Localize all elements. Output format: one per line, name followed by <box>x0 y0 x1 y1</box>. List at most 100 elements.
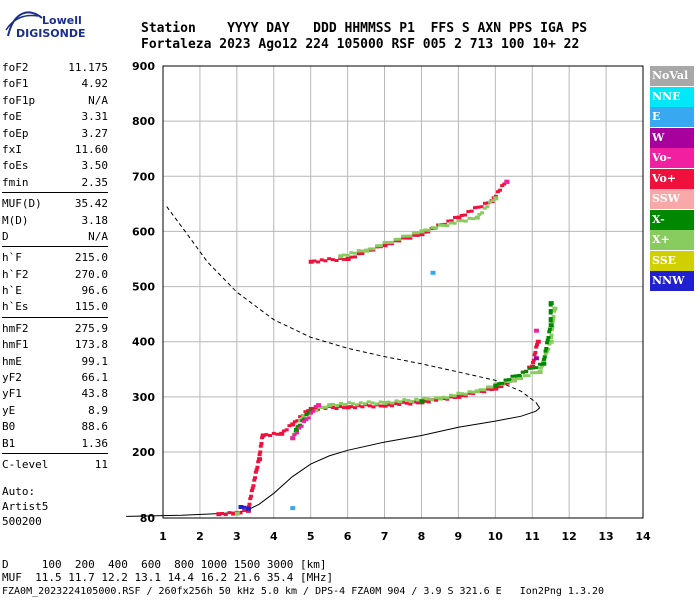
echo-point <box>471 390 476 394</box>
echo-point <box>534 366 539 370</box>
echo-point <box>345 253 350 257</box>
y-tick-label: 800 <box>132 115 155 128</box>
param-divider <box>2 192 108 195</box>
echo-point <box>511 378 517 383</box>
header-row-labels: Station YYYY DAY DDD HHMMSS P1 FFS S AXN… <box>141 21 588 36</box>
legend-item-x: X- <box>650 209 694 230</box>
echo-point <box>382 400 388 405</box>
echo-point <box>415 233 420 237</box>
echo-point <box>469 209 474 213</box>
param-value: 4.92 <box>81 77 109 91</box>
param-name: yF2 <box>2 371 22 385</box>
echo-point <box>551 317 556 321</box>
param-name: foEs <box>2 159 29 173</box>
echo-point <box>499 385 504 389</box>
echo-point <box>252 478 257 482</box>
echo-point <box>449 221 453 225</box>
param-name: hmF2 <box>2 321 29 335</box>
echo-point <box>408 236 413 240</box>
echo-point <box>386 241 391 245</box>
echo-point <box>350 402 355 406</box>
echo-point <box>298 415 303 419</box>
echo-point <box>507 378 512 382</box>
echo-point <box>378 400 383 404</box>
legend-item-ssw: SSW <box>650 189 694 209</box>
echo-point <box>346 401 351 405</box>
echo-point <box>374 402 379 406</box>
echo-point <box>364 248 370 253</box>
param-divider <box>2 316 108 320</box>
echo-point <box>430 226 435 230</box>
param-value: N/A <box>88 93 108 107</box>
param-value: 3.18 <box>81 213 109 227</box>
param-row: yF2 66.1 <box>2 370 108 386</box>
echo-point <box>356 249 361 253</box>
echo-point <box>245 506 251 511</box>
echo-point <box>460 219 465 223</box>
footer-muf-row: MUF 11.5 11.7 12.2 13.1 14.4 16.2 21.6 3… <box>2 571 334 584</box>
echo-point <box>430 398 435 402</box>
echo-point <box>433 396 438 400</box>
echo-point <box>366 400 371 404</box>
solid-profile-curve <box>126 402 541 517</box>
echo-point <box>330 405 335 409</box>
echo-point <box>415 401 420 405</box>
echo-point <box>513 374 518 378</box>
echo-point <box>245 508 251 513</box>
echo-point <box>466 210 471 214</box>
param-value: 215.0 <box>74 251 108 265</box>
echo-point <box>480 211 485 215</box>
echo-point <box>541 361 547 366</box>
echo-point <box>452 394 457 398</box>
echo-point <box>544 346 549 350</box>
echo-point <box>290 506 296 511</box>
param-row: M(D) 3.18 <box>2 213 108 229</box>
param-name: h`F2 <box>2 267 29 281</box>
echo-point <box>463 394 468 398</box>
echo-point <box>292 433 297 437</box>
echo-point <box>378 244 383 248</box>
echo-point <box>371 247 376 251</box>
echo-point <box>503 378 508 382</box>
param-value: 11 <box>94 457 108 471</box>
echo-point <box>493 196 499 201</box>
param-row: C-level 11 <box>2 457 108 473</box>
echo-point <box>342 403 347 407</box>
echo-point <box>397 402 402 406</box>
param-name: foF1p <box>2 93 36 107</box>
logo-swoosh-icon <box>5 11 43 37</box>
echo-point <box>238 505 244 509</box>
y-tick-label: 900 <box>132 60 155 73</box>
echo-point <box>478 389 483 393</box>
echo-point <box>231 511 237 516</box>
logo-line1: Lowell <box>42 14 82 27</box>
echo-point <box>412 233 417 237</box>
param-row: hmE 99.1 <box>2 354 108 370</box>
echo-point <box>463 213 468 217</box>
echo-point <box>275 432 280 436</box>
param-value: 2.35 <box>81 175 109 189</box>
echo-point <box>320 405 325 409</box>
legend-item-nnw: NNW <box>650 271 694 291</box>
echo-point <box>467 216 472 220</box>
echo-point <box>456 394 462 399</box>
x-tick-label: 8 <box>418 530 426 543</box>
echo-point <box>547 327 552 331</box>
param-row: B0 88.6 <box>2 419 108 435</box>
auto-version: 500200 <box>2 515 42 528</box>
echo-point <box>545 338 550 342</box>
echo-point <box>471 217 476 221</box>
echo-point <box>334 407 339 411</box>
param-value: 66.1 <box>81 371 109 385</box>
echo-point <box>538 366 543 370</box>
echo-point <box>268 433 273 437</box>
param-value: 8.9 <box>88 403 108 417</box>
echo-point <box>397 239 402 243</box>
x-tick-label: 1 <box>159 530 167 543</box>
echo-point <box>534 343 539 347</box>
param-name: D <box>2 229 9 243</box>
echo-point <box>543 351 548 355</box>
echo-point <box>482 388 487 392</box>
param-name: B0 <box>2 420 16 434</box>
param-value: 1.36 <box>81 436 109 450</box>
